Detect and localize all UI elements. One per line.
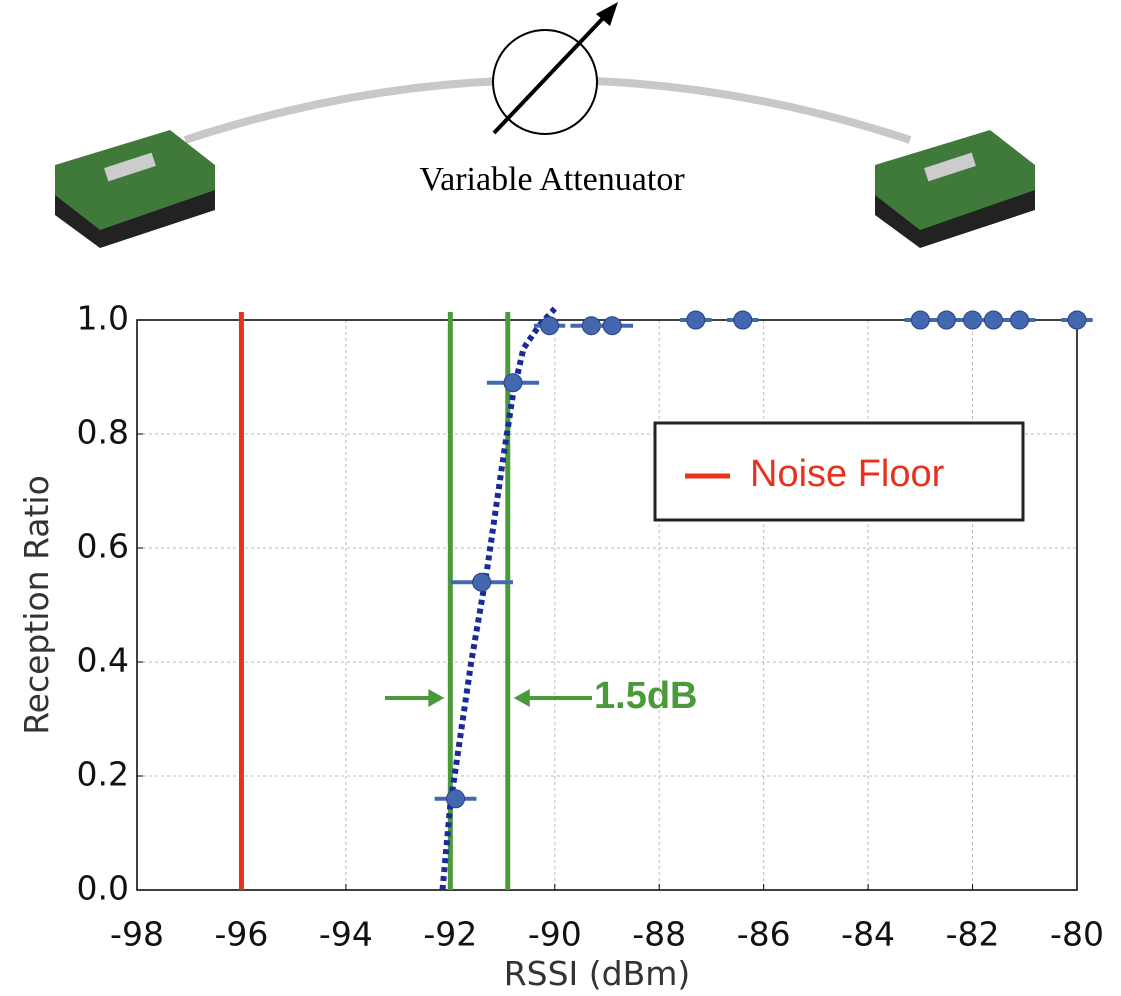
x-tick-label: -98 — [110, 915, 164, 954]
data-point — [983, 310, 1003, 330]
y-tick-label: 1.0 — [77, 299, 129, 338]
attenuator-arrow — [492, 13, 608, 135]
x-tick-label: -88 — [632, 915, 686, 954]
y-tick-label: 0.2 — [77, 755, 129, 794]
data-point — [686, 310, 706, 330]
chart: -98 -96 -94 -92 -90 -88 -86 -84 -82 -80 0.0 0.2 0.4 0… — [17, 299, 1104, 994]
legend-box — [653, 421, 1025, 522]
legend-label: Noise Floor — [750, 453, 945, 495]
y-tick-label: 0.6 — [77, 527, 129, 566]
x-tick-label: -82 — [946, 915, 1000, 954]
y-tick-label: 0.8 — [77, 413, 129, 452]
data-point — [472, 572, 492, 592]
data-point — [1010, 310, 1030, 330]
y-axis-label: Reception Ratio — [17, 475, 56, 735]
data-point — [733, 310, 753, 330]
data-point — [602, 316, 622, 336]
data-point — [936, 310, 956, 330]
data-point — [503, 373, 523, 393]
x-tick-label: -92 — [423, 915, 477, 954]
x-tick-label: -86 — [737, 915, 791, 954]
radio-module — [875, 130, 1035, 248]
arrow-head — [513, 689, 530, 707]
y-tick-label: 0.0 — [77, 869, 129, 908]
radio-module — [55, 130, 215, 248]
x-tick-label: -80 — [1050, 915, 1104, 954]
x-tick-label: -96 — [214, 915, 268, 954]
data-point — [446, 789, 466, 809]
x-tick-label: -84 — [841, 915, 895, 954]
x-tick-label: -94 — [319, 915, 373, 954]
data-point — [910, 310, 930, 330]
arrow-head — [428, 689, 445, 707]
plot-frame — [136, 319, 1078, 891]
y-tick-label: 0.4 — [77, 641, 129, 680]
x-tick-label: -90 — [528, 915, 582, 954]
annotation-text: 1.5dB — [594, 675, 697, 717]
data-point — [540, 316, 560, 336]
x-axis-label: RSSI (dBm) — [504, 954, 691, 993]
attenuator-label: Variable Attenuator — [419, 161, 685, 198]
data-point — [1067, 310, 1087, 330]
setup-diagram: Variable Attenuator — [55, 2, 1035, 248]
